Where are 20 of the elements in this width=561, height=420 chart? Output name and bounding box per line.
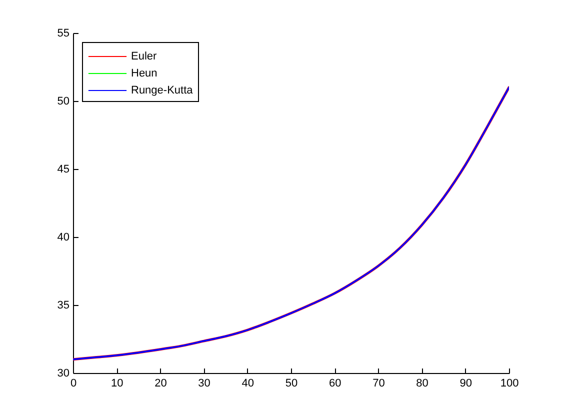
x-tick-label: 90 xyxy=(460,378,472,390)
y-tick-label: 45 xyxy=(57,164,70,176)
x-tick-label: 60 xyxy=(328,378,342,390)
y-tick-label: 35 xyxy=(57,300,70,312)
y-tick-label: 40 xyxy=(57,232,70,244)
y-tick-label: 50 xyxy=(57,96,70,108)
x-tick-label: 10 xyxy=(110,378,124,390)
x-tick-label: 40 xyxy=(242,378,254,390)
x-tick-label: 100 xyxy=(500,378,519,390)
y-tick-label: 55 xyxy=(57,28,70,40)
x-tick-label: 80 xyxy=(416,378,428,390)
legend-label: Euler xyxy=(131,50,158,62)
legend-label: Runge-Kutta xyxy=(131,84,194,96)
x-tick-label: 50 xyxy=(285,378,298,390)
y-tick-label: 30 xyxy=(57,368,70,380)
x-tick-label: 70 xyxy=(372,378,385,390)
x-tick-label: 20 xyxy=(154,378,167,390)
x-tick-label: 0 xyxy=(70,378,77,390)
x-tick-label: 30 xyxy=(198,378,210,390)
legend-label: Heun xyxy=(131,68,158,80)
